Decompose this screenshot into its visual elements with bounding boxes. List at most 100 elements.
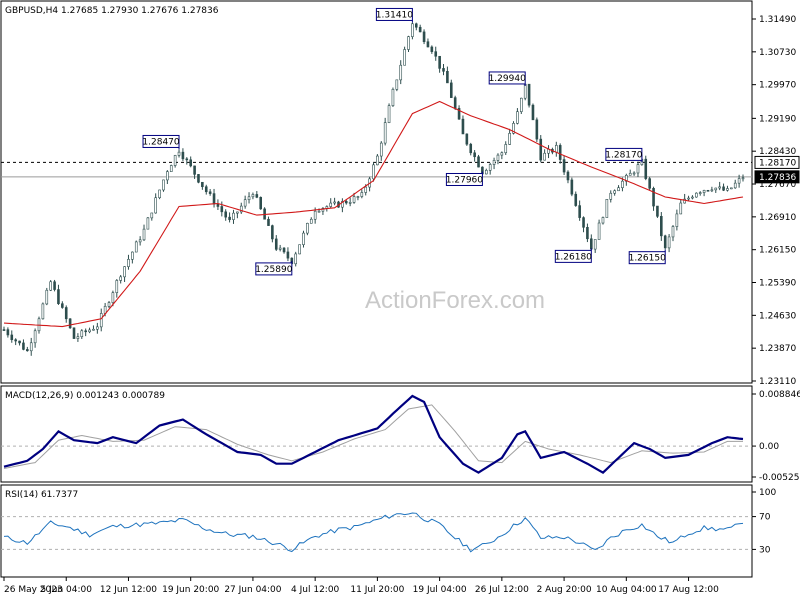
candle-body: [146, 217, 150, 230]
candle-body: [644, 158, 648, 179]
candle-body: [267, 218, 270, 226]
candle-body: [72, 327, 76, 339]
candle-body: [663, 235, 667, 249]
rsi-tick-label: 70: [759, 513, 771, 523]
candle-body: [434, 51, 438, 57]
candle-body: [411, 23, 414, 37]
candle-body: [344, 201, 348, 204]
candle-body: [702, 190, 706, 193]
candle-body: [687, 197, 690, 200]
price-tag-text: 1.28170: [759, 158, 796, 168]
candle-body: [68, 318, 72, 329]
candle-body: [243, 199, 247, 207]
candle-body: [80, 330, 84, 337]
price-tick-label: 1.24630: [759, 311, 796, 321]
swing-label: 1.31410: [375, 7, 413, 23]
candle-body: [539, 138, 543, 161]
swing-label-box: [142, 134, 180, 148]
candle-body: [590, 238, 593, 250]
candle-body: [123, 266, 126, 278]
candle-body: [216, 203, 220, 207]
candle-body: [442, 68, 445, 72]
candle-body: [134, 241, 138, 253]
swing-label: 1.26180: [555, 248, 592, 263]
price-tick-label: 1.28430: [759, 147, 796, 157]
candle-body: [430, 46, 434, 52]
candle-body: [29, 342, 33, 352]
candle-body: [391, 89, 395, 106]
candle-body: [193, 165, 196, 175]
candle-body: [671, 226, 675, 238]
candle-body: [201, 181, 204, 188]
swing-label-text: 1.26180: [555, 252, 592, 262]
candle-body: [364, 186, 368, 193]
candle-body: [566, 171, 570, 181]
swing-label: 1.26150: [629, 249, 666, 265]
price-tick-label: 1.25390: [759, 279, 796, 289]
rsi-tick-label: 100: [759, 488, 776, 498]
candle-body: [730, 187, 733, 190]
price-annotations: 1.31410 1.29940 1.28470 1.27960 1.28170 1.258…: [142, 7, 666, 276]
swing-label: 1.28470: [142, 134, 180, 150]
macd-main-line: [3, 394, 744, 474]
candle-body: [372, 164, 375, 180]
rsi-title: RSI(14) 61.7377: [5, 490, 78, 500]
candle-body: [613, 190, 616, 194]
time-tick-label: 11 Jul 20:00: [350, 585, 404, 595]
candle-body: [695, 192, 698, 198]
candle-body: [329, 202, 333, 207]
candle-body: [131, 251, 134, 260]
candle-body: [14, 339, 17, 342]
macd-pane-frame: [0, 385, 753, 483]
candle-body: [356, 196, 360, 198]
candle-body: [407, 36, 410, 50]
candle-body: [228, 216, 231, 220]
macd-series: [3, 394, 744, 474]
swing-label-box: [255, 262, 293, 276]
candle-body: [484, 170, 488, 175]
candle-body: [399, 64, 403, 81]
candle-body: [422, 31, 426, 43]
candle-body: [722, 186, 725, 191]
candle-body: [236, 211, 239, 214]
macd-title: MACD(12,26,9) 0.001243 0.000789: [5, 391, 165, 401]
candle-body: [189, 159, 192, 167]
candle-body: [698, 192, 702, 194]
candle-body: [531, 104, 535, 121]
candle-body: [88, 329, 91, 333]
candle-body: [142, 228, 146, 241]
swing-label-box: [375, 7, 413, 21]
candle-body: [119, 276, 122, 281]
rsi-series: [3, 512, 744, 553]
candle-body: [33, 330, 37, 344]
swing-label: 1.29940: [489, 71, 526, 86]
candle-body: [418, 26, 422, 33]
candle-body: [426, 41, 430, 48]
candle-body: [453, 97, 457, 109]
candle-body: [558, 145, 562, 160]
candle-body: [379, 142, 383, 157]
candle-body: [473, 152, 476, 158]
candle-body: [617, 187, 620, 192]
candle-body: [204, 186, 208, 193]
candle-body: [376, 155, 379, 166]
candle-body: [298, 244, 301, 255]
candle-body: [710, 189, 714, 192]
candle-body: [667, 236, 671, 249]
candle-body: [317, 210, 321, 213]
swing-label-box: [605, 147, 643, 161]
candle-body: [271, 225, 274, 240]
candle-body: [278, 247, 282, 250]
candle-body: [302, 232, 305, 245]
candle-body: [169, 165, 173, 172]
candle-body: [383, 122, 387, 144]
candle-body: [6, 329, 10, 336]
price-tag-box: [754, 155, 800, 169]
candle-body: [274, 238, 278, 250]
price-tick-label: 1.27670: [759, 180, 796, 190]
candle-body: [500, 152, 504, 156]
candle-body: [512, 123, 515, 134]
candle-body: [22, 342, 25, 350]
candle-body: [41, 303, 45, 320]
